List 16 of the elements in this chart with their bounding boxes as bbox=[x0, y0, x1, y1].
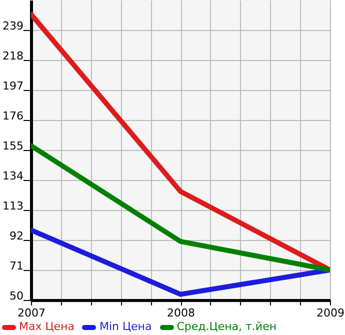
x-tick-label: 2009 bbox=[316, 306, 344, 320]
x-tick-label: 2008 bbox=[167, 306, 195, 320]
y-tick-label: 197 bbox=[2, 80, 24, 92]
y-tick-label: 50 bbox=[10, 290, 24, 302]
y-tick-label: 155 bbox=[2, 140, 24, 152]
x-tick-label: 2007 bbox=[18, 306, 46, 320]
y-tick-label: 113 bbox=[2, 200, 24, 212]
y-tick-label: 71 bbox=[10, 260, 24, 272]
y-tick-label: 218 bbox=[2, 50, 24, 62]
legend-label: Max Цена bbox=[19, 320, 74, 334]
legend-label: Min Цена bbox=[99, 320, 152, 334]
y-tick-label: 176 bbox=[2, 110, 24, 122]
y-tick-label: 92 bbox=[10, 230, 24, 242]
y-tick-label: 134 bbox=[2, 170, 24, 182]
y-tick-label: 239 bbox=[2, 20, 24, 32]
legend-label: Сред.Цена, т.йен bbox=[176, 320, 277, 334]
